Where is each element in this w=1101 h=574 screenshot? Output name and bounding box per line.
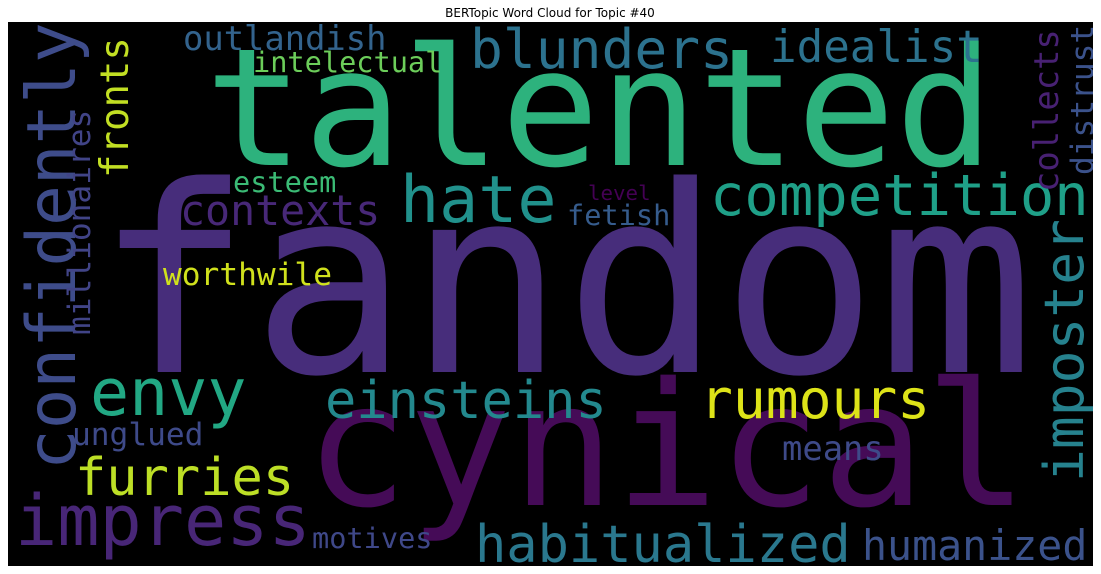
word: collects (1027, 29, 1066, 192)
word: worthwile (163, 257, 332, 293)
word: humanized (862, 521, 1087, 570)
word: idealist (770, 22, 983, 73)
word: motives (312, 521, 433, 555)
word: talented (205, 13, 994, 204)
word: fetish (567, 198, 670, 232)
word: furries (75, 448, 294, 508)
word: distrust (1065, 25, 1101, 175)
word: fronts (93, 37, 138, 178)
word: envy (90, 356, 247, 431)
word: hate (400, 163, 557, 238)
word: confidently (12, 22, 91, 470)
word: blunders (470, 17, 733, 81)
word: competition (710, 163, 1089, 229)
word: imposter (1032, 219, 1096, 482)
word: level (588, 181, 651, 205)
word: intelectual (253, 45, 442, 79)
word: contexts (180, 186, 380, 235)
cloud-background (8, 22, 1093, 566)
word: means (782, 429, 884, 468)
word: einsteins (325, 371, 607, 431)
word: esteem (233, 165, 336, 199)
word: rumours (700, 367, 930, 431)
word: unglued (72, 417, 203, 453)
word: impress (15, 480, 311, 562)
word: outlandish (183, 19, 386, 58)
word: fandom (95, 132, 1034, 434)
word: cynical (305, 347, 1028, 546)
chart-title: BERTopic Word Cloud for Topic #40 (445, 6, 655, 20)
word: habitualized (475, 515, 851, 574)
word: millionaires (62, 110, 98, 335)
